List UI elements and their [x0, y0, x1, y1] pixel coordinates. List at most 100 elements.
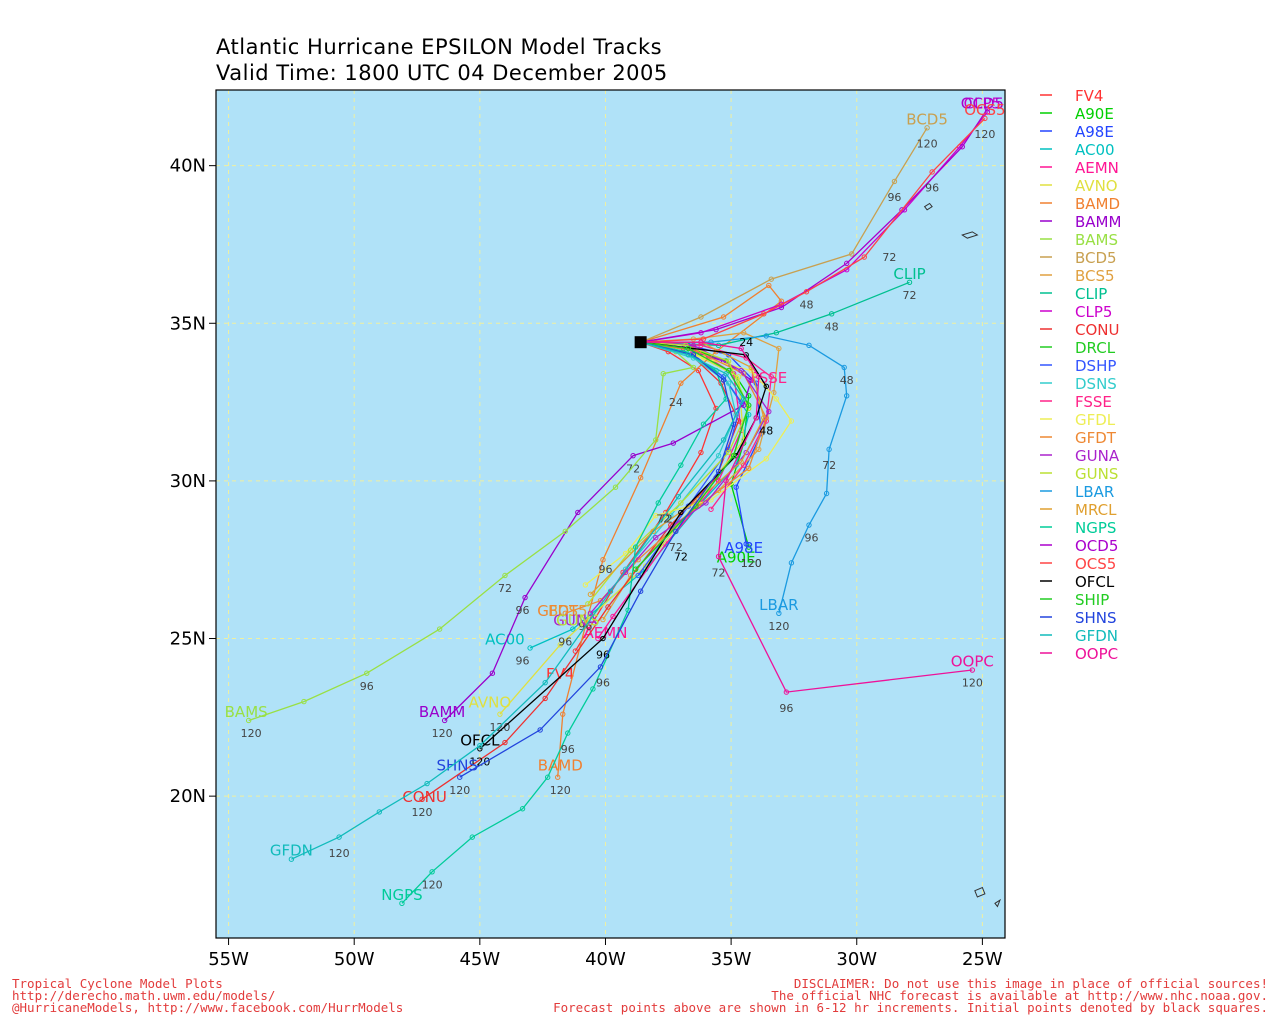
track-point-bams: [690, 364, 697, 371]
track-name-label-clip: CLIP: [893, 265, 925, 283]
track-point-a98e: [733, 484, 739, 490]
track-point-shns: [673, 528, 679, 535]
track-point-dsns: [715, 452, 722, 459]
forecast-hour-label: 120: [741, 557, 762, 570]
forecast-hour-label: 48: [840, 374, 854, 387]
track-oopc: [640, 341, 973, 693]
track-name-label-ocs5: OCS5: [964, 101, 1005, 119]
legend-label: GUNS: [1075, 465, 1118, 483]
chart-subtitle: Valid Time: 1800 UTC 04 December 2005: [216, 61, 668, 85]
track-point-guna: [653, 534, 659, 541]
track-point-oopc: [753, 415, 759, 421]
island-outline: [974, 886, 986, 898]
footer-right-line-3: Forecast points above are shown in 6-12 …: [553, 1000, 1268, 1015]
track-point-bams: [301, 698, 307, 705]
track-point-guna: [703, 500, 709, 506]
track-point-guna: [743, 449, 749, 456]
track-ofcl: [479, 341, 768, 750]
track-point-bams: [245, 717, 252, 724]
track-point-bamm: [489, 670, 496, 676]
track-point-lbar: [826, 446, 832, 453]
track-point-bcd5: [924, 125, 930, 131]
track-point-bcd5: [698, 314, 704, 320]
island-outline: [1183, 393, 1191, 396]
forecast-hour-label: 120: [449, 784, 470, 797]
footer-right-line-1: DISCLAIMER: Do not use this image in pla…: [793, 976, 1268, 991]
track-point-gfdn: [336, 834, 342, 840]
track-point-bamd: [766, 282, 772, 289]
track-name-label-a98e: A98E: [724, 539, 763, 557]
forecast-hour-label: 96: [598, 563, 612, 576]
track-name-label-a90e: A90E: [717, 549, 756, 567]
track-point-clip: [906, 279, 913, 285]
track-point-gfdl: [763, 456, 769, 462]
track-point-bcs5: [776, 345, 782, 352]
footer-right: DISCLAIMER: Do not use this image in pla…: [553, 976, 1268, 1015]
track-point-mrcl: [761, 415, 767, 421]
track-name-label-ngps: NGPS: [381, 886, 422, 904]
forecast-hour-label: 120: [550, 784, 571, 797]
track-name-label-bamm: BAMM: [419, 703, 465, 721]
legend-label: SHIP: [1075, 591, 1109, 609]
forecast-hour-label: 96: [360, 680, 374, 693]
track-point-gfdl: [653, 512, 659, 519]
track-point-aemn: [610, 613, 616, 620]
track-point-bamm: [670, 440, 677, 446]
track-point-ngps: [519, 806, 526, 812]
track-point-bamd: [778, 298, 785, 304]
track-point-guna: [766, 408, 772, 415]
track-point-guns: [585, 601, 591, 607]
track-point-gfdl: [773, 396, 780, 402]
track-point-bams: [653, 437, 659, 443]
track-point-bcs5: [771, 389, 777, 396]
x-tick-label: 45W: [459, 949, 500, 970]
track-point-bcs5: [756, 446, 762, 453]
forecast-hour-label: 96: [805, 532, 819, 545]
track-shns: [459, 341, 735, 778]
track-point-gfdn: [740, 396, 747, 402]
x-tick-label: 55W: [208, 949, 249, 970]
track-point-gfdn: [542, 679, 548, 686]
track-point-ofcl: [763, 383, 769, 390]
track-point-gfdt: [597, 597, 604, 604]
track-point-bams: [364, 670, 370, 676]
track-name-label-ac00: AC00: [485, 631, 525, 649]
y-tick-label: 35N: [170, 313, 206, 334]
track-point-oopc: [723, 478, 729, 484]
track-point-oopc: [715, 553, 722, 560]
track-point-mrcl: [650, 528, 656, 535]
footer-left-line-2: http://derecho.math.uwm.edu/models/: [12, 988, 276, 1003]
forecast-hour-label: 96: [516, 604, 530, 617]
legend-label: AVNO: [1075, 177, 1118, 195]
track-name-label-gfdn: GFDN: [270, 842, 313, 860]
forecast-hour-label: 48: [799, 298, 813, 311]
track-point-lbar: [806, 342, 812, 349]
y-tick-label: 20N: [170, 786, 206, 807]
forecast-hour-label: 72: [626, 462, 640, 475]
track-point-clip: [773, 330, 780, 336]
track-fv4: [574, 341, 717, 652]
track-point-gfdl: [582, 582, 589, 588]
track-point-oopc: [698, 339, 704, 345]
track-point-bamm: [441, 717, 448, 724]
legend-label: A98E: [1075, 123, 1114, 141]
track-point-lbar: [823, 490, 830, 497]
track-name-label-gfdt: GFDT: [537, 602, 579, 620]
track-point-oopc: [783, 689, 790, 695]
legend-label: BAMD: [1075, 195, 1120, 213]
legend-label: AEMN: [1075, 159, 1119, 177]
track-conu: [421, 341, 740, 800]
forecast-hour-label: 48: [825, 320, 839, 333]
y-tick-label: 25N: [170, 629, 206, 650]
track-point-ac00: [570, 626, 576, 632]
track-point-gfdl: [788, 418, 795, 424]
forecast-hour-label: 72: [822, 459, 836, 472]
track-point-bams: [562, 528, 568, 535]
forecast-hour-label: 120: [432, 727, 453, 740]
legend-label: BAMM: [1075, 213, 1121, 231]
track-point-ocs5: [803, 289, 810, 295]
track-point-fv4: [698, 449, 704, 456]
plot-frame: [215, 89, 1006, 939]
track-point-guns: [725, 358, 732, 364]
track-point-bams: [660, 371, 666, 377]
